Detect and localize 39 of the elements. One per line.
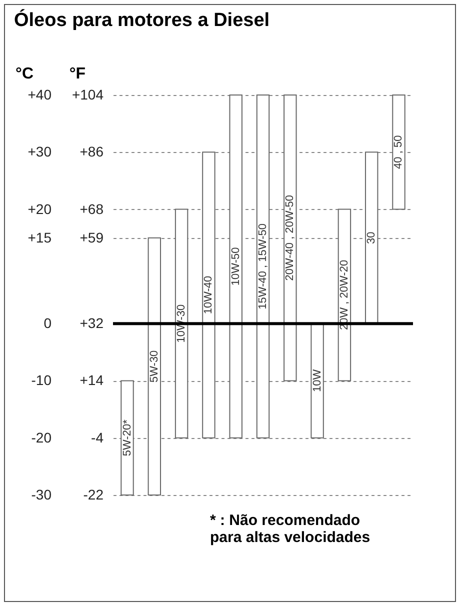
x-tick-label: 5W-30 [148,350,160,383]
y2-tick-label: +68 [80,200,104,217]
bar [202,152,216,438]
x-tick-label: 10W-40 [202,276,215,314]
bar [392,94,406,210]
y-tick-label: -20 [31,429,52,446]
text: * : Não recomendado para altas velocidades [210,512,370,546]
bar [364,152,378,324]
y-axis-title: °C [16,66,34,82]
y2-axis-title: °F [69,66,86,82]
y2-tick-label: -4 [91,429,104,446]
x-tick-label: 10W [311,368,324,392]
bar [174,208,188,438]
x-tick-label: 15W-40 , 15W-50 [257,224,269,310]
bar [148,237,162,496]
y2-tick-label: +86 [80,144,104,160]
y2-tick-label: +59 [80,229,104,246]
bar [284,94,297,382]
y2-tick-label: -22 [83,486,104,502]
y-tick-label: +30 [28,144,52,160]
x-tick-label: 10W-50 [230,247,242,286]
y-tick-label: +20 [28,200,52,217]
y-tick-label: -30 [31,486,52,502]
x-tick-label: 20W-40 , 20W-50 [284,194,296,281]
bar [310,323,324,438]
bar [229,94,242,438]
bar [120,380,134,496]
y-tick-label: -10 [31,372,52,388]
x-tick-label: 40 , 50 [392,135,405,169]
y-tick-label: +15 [28,229,52,246]
chart-title: Óleos para motores a Diesel [14,10,270,32]
y2-tick-label: +104 [72,86,104,102]
x-tick-label: 5W-20* [121,418,134,456]
bar [256,94,270,438]
y2-tick-label: +32 [80,315,104,332]
x-tick-label: 30 [366,232,378,244]
y-tick-label: 0 [44,315,52,332]
y2-tick-label: +14 [80,372,104,388]
y-tick-label: +40 [28,86,52,102]
